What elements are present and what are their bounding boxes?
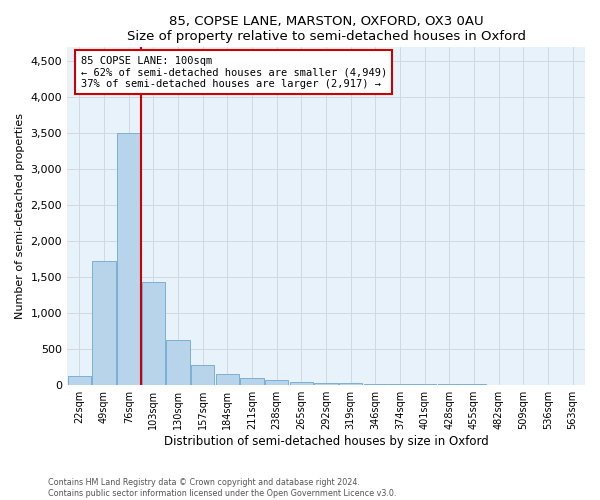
Text: 85 COPSE LANE: 100sqm
← 62% of semi-detached houses are smaller (4,949)
37% of s: 85 COPSE LANE: 100sqm ← 62% of semi-deta… <box>80 56 387 89</box>
Bar <box>290 382 313 384</box>
Bar <box>117 133 140 384</box>
X-axis label: Distribution of semi-detached houses by size in Oxford: Distribution of semi-detached houses by … <box>164 434 488 448</box>
Y-axis label: Number of semi-detached properties: Number of semi-detached properties <box>15 113 25 319</box>
Bar <box>191 364 214 384</box>
Bar <box>92 261 116 384</box>
Bar <box>314 383 338 384</box>
Text: Contains HM Land Registry data © Crown copyright and database right 2024.
Contai: Contains HM Land Registry data © Crown c… <box>48 478 397 498</box>
Bar <box>215 374 239 384</box>
Bar <box>166 340 190 384</box>
Bar <box>142 282 165 384</box>
Bar <box>68 376 91 384</box>
Title: 85, COPSE LANE, MARSTON, OXFORD, OX3 0AU
Size of property relative to semi-detac: 85, COPSE LANE, MARSTON, OXFORD, OX3 0AU… <box>127 15 526 43</box>
Bar <box>241 378 264 384</box>
Bar <box>265 380 289 384</box>
